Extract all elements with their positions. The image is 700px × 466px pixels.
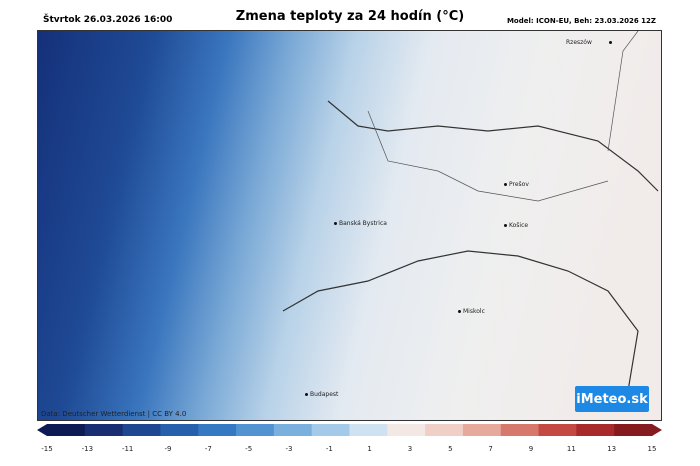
colorbar-extend-high [652,424,662,436]
model-run-info: Model: ICON-EU, Beh: 23.03.2026 12Z [506,17,656,25]
colorbar-tick-label: 15 [647,445,657,453]
imeteo-logo[interactable]: iMeteo.sk [575,386,649,412]
city-label: Košice [509,222,529,229]
temperature-colorbar [37,424,662,436]
colorbar-segment [160,424,199,436]
colorbar-segment [500,424,540,436]
colorbar-extend-low [37,424,47,436]
colorbar-tick-label: -1 [325,445,333,453]
city-label: Banská Bystrica [339,220,387,227]
map-title: Zmena teploty za 24 hodín (°C) [235,9,465,24]
colorbar-segment [122,424,161,436]
colorbar-tick-label: 11 [566,445,576,453]
colorbar-tick-label: 3 [407,445,413,453]
colorbar-tick-label: -15 [41,445,53,453]
colorbar-segment [198,424,237,436]
border-line [282,250,639,392]
border-line [327,100,659,192]
colorbar-segment [614,424,653,436]
temperature-change-map[interactable]: Rzeszów Prešov Košice Banská Bystrica Mi… [37,30,662,421]
colorbar-segment [387,424,426,436]
colorbar-segment [236,424,275,436]
colorbar-tick-label: -5 [245,445,253,453]
city-label: Prešov [509,181,529,188]
colorbar-tick-label: 13 [607,445,617,453]
colorbar-segment [349,424,388,436]
forecast-date: Štvrtok 26.03.2026 16:00 [43,15,173,25]
colorbar-tick-label: -11 [121,445,134,453]
border-line [607,31,639,152]
city-label: Rzeszów [566,39,592,46]
colorbar-tick-label: -3 [285,445,293,453]
colorbar-tick-label: 7 [488,445,493,453]
city-label: Miskolc [463,308,485,315]
colorbar-segment [47,424,86,436]
city-label: Budapest [310,391,339,398]
border-line [367,110,609,202]
colorbar-segment [425,424,464,436]
colorbar-tick-label: 1 [367,445,372,453]
colorbar-tick-label: -7 [204,445,212,453]
map-canvas [38,31,661,420]
temperature-field [38,31,661,420]
colorbar-segment [462,424,502,436]
data-attribution: Data: Deutscher Wetterdienst | CC BY 4.0 [41,410,187,418]
colorbar-segment [273,424,313,436]
colorbar-segment [576,424,615,436]
colorbar-tick-label: 5 [448,445,453,453]
colorbar-tick-label: -9 [164,445,172,453]
colorbar-segment [538,424,577,436]
colorbar-segment [311,424,350,436]
colorbar-tick-label: -13 [81,445,94,453]
colorbar-tick-label: 9 [528,445,534,453]
colorbar-segment [84,424,124,436]
